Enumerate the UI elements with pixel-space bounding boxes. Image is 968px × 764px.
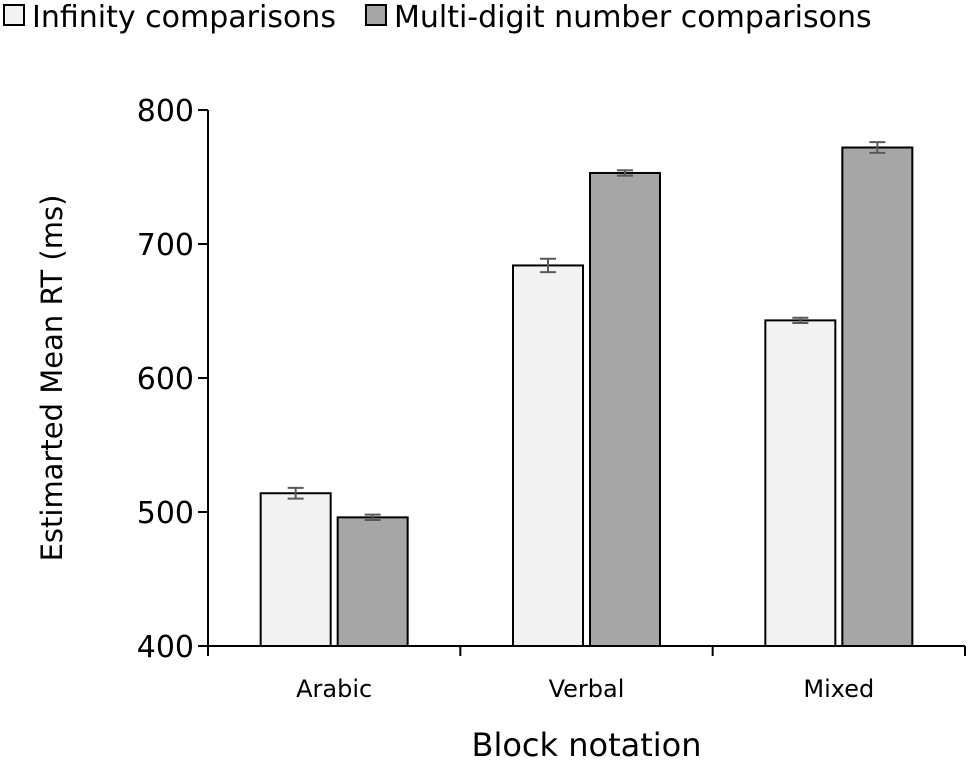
legend: Infinity comparisons Multi-digit number c…: [3, 0, 872, 35]
legend-swatch-infinity-comparisons: [3, 4, 25, 26]
x-tick-label: Mixed: [803, 675, 874, 703]
axes: 400 500 600 700 800 Arabic Verbal Mixed: [137, 94, 966, 703]
bar-infinity-comparisons-verbal: [512, 264, 584, 647]
y-tick-label: 800: [137, 94, 194, 129]
legend-label-infinity-comparisons: Infinity comparisons: [32, 0, 336, 35]
bar-multi-digit-number-comparisons-verbal: [589, 171, 661, 647]
x-tick-label: Verbal: [549, 675, 625, 703]
y-tick-label: 500: [137, 496, 194, 531]
y-tick-label: 400: [137, 630, 194, 665]
x-axis-label: Block notation: [471, 726, 701, 760]
y-tick-label: 600: [137, 362, 194, 397]
y-axis-label: Estimarted Mean RT (ms): [35, 195, 69, 562]
bar-infinity-comparisons-mixed: [764, 319, 837, 647]
bars: [259, 146, 914, 648]
error-bars: [287, 141, 886, 522]
bar-multi-digit-number-comparisons-arabic: [336, 516, 409, 647]
bar-multi-digit-number-comparisons-mixed: [841, 146, 914, 648]
legend-label-multi-digit-number-comparisons: Multi-digit number comparisons: [394, 0, 872, 35]
y-tick-label: 700: [137, 228, 194, 263]
legend-swatch-multi-digit-number-comparisons: [364, 4, 387, 26]
x-tick-label: Arabic: [296, 675, 372, 703]
bar-infinity-comparisons-arabic: [259, 492, 332, 647]
